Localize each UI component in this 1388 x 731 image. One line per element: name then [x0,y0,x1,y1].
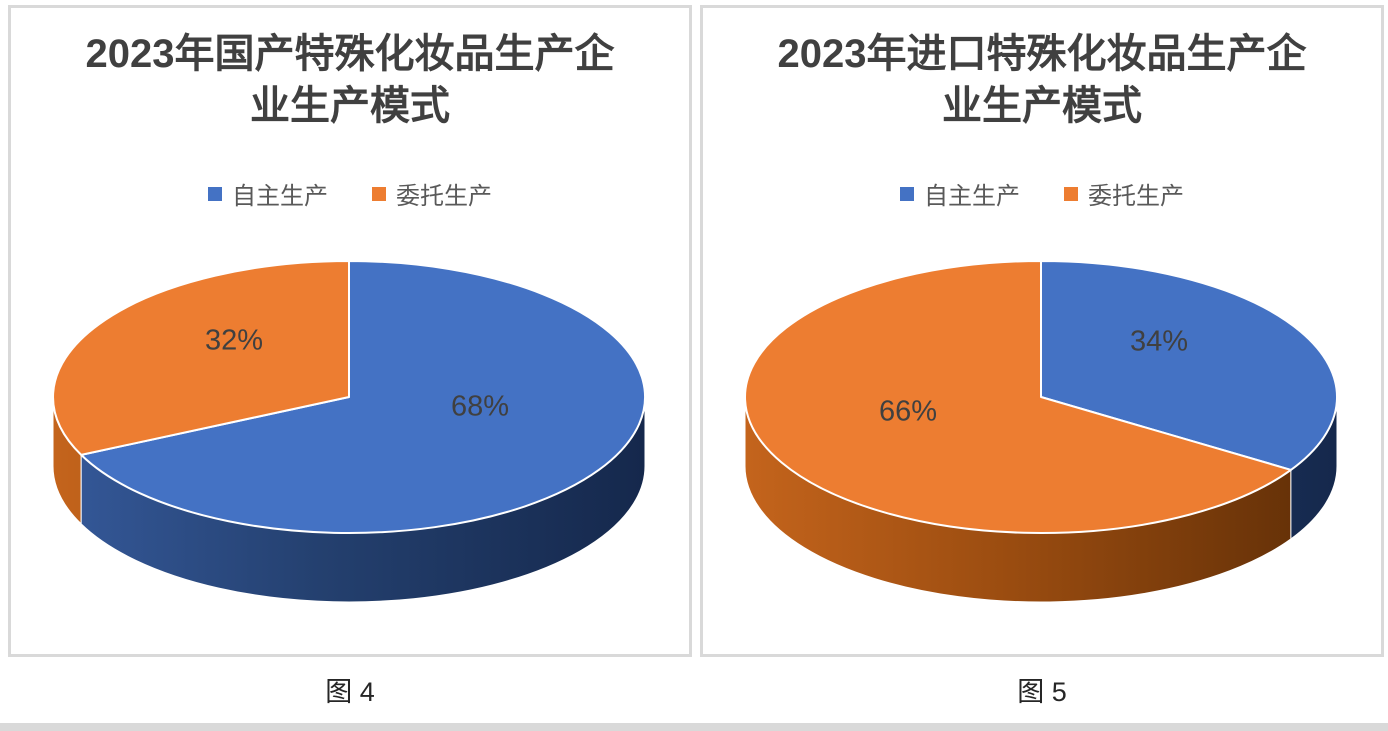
legend-item-commissioned-production: 委托生产 [372,176,492,211]
pie-label-commissioned: 32% [204,324,264,357]
legend-swatch-orange-icon [1064,186,1078,201]
chart-title-line2: 业生产模式 [250,84,450,128]
legend-label-commissioned-production: 委托生产 [396,183,492,210]
chart-title-domestic: 2023年国产特殊化妆品生产企 业生产模式 [11,28,689,132]
pie-slice-self-top [80,260,647,534]
pie-slice-commissioned-top [52,260,350,456]
chart-title-line1: 2023年国产特殊化妆品生产企 [85,32,615,76]
pie-chart-imported [744,260,1339,603]
legend-swatch-orange-icon [372,186,386,201]
legend-label-self-production: 自主生产 [232,183,328,210]
figure-caption-5: 图 5 [1017,677,1067,707]
chart-title-imported: 2023年进口特殊化妆品生产企 业生产模式 [703,28,1381,132]
figure-caption-4: 图 4 [325,677,375,707]
page-bottom-divider [0,723,1388,731]
chart-panel-imported: 2023年进口特殊化妆品生产企 业生产模式 自主生产 委托生产 [700,5,1384,657]
legend-swatch-blue-icon [900,186,914,201]
legend-imported: 自主生产 委托生产 [703,176,1381,211]
pie-label-self: 68% [450,390,510,423]
chart-title-line2: 业生产模式 [942,84,1142,128]
legend-item-self-production: 自主生产 [900,176,1020,211]
pie-slice-commissioned-top [744,260,1292,534]
pie-label-self: 34% [1129,325,1189,358]
legend-domestic: 自主生产 委托生产 [11,176,689,211]
chart-panel-domestic: 2023年国产特殊化妆品生产企 业生产模式 自主生产 委托生产 [8,5,692,657]
pie-chart-domestic [52,260,647,603]
legend-item-commissioned-production: 委托生产 [1064,176,1184,211]
legend-swatch-blue-icon [208,186,222,201]
pie-label-commissioned: 66% [878,395,938,428]
legend-item-self-production: 自主生产 [208,176,328,211]
legend-label-self-production: 自主生产 [924,183,1020,210]
chart-title-line1: 2023年进口特殊化妆品生产企 [777,32,1307,76]
legend-label-commissioned-production: 委托生产 [1088,183,1184,210]
